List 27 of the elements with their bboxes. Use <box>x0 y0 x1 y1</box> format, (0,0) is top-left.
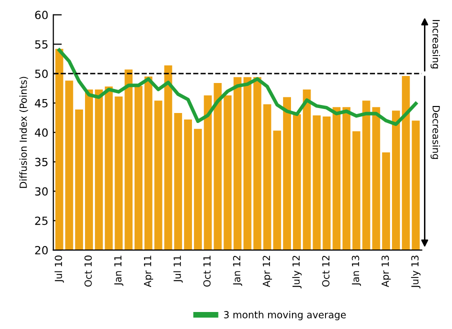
y-tick-label: 25 <box>35 216 48 226</box>
x-tick-label: Jul 10 <box>54 256 64 283</box>
x-tick-label: July 12 <box>292 256 302 288</box>
x-tick-label: Apr 12 <box>262 256 272 288</box>
text: Increasing <box>430 20 440 68</box>
y-tick-label: 30 <box>35 187 48 196</box>
line-series <box>58 48 418 126</box>
y-tick-label: 50 <box>35 70 48 78</box>
x-tick-label: July 13 <box>411 256 420 288</box>
legend-label: 3 month moving average <box>224 310 346 320</box>
x-tick-label: Jan 11 <box>114 256 124 286</box>
x-tick-label: Jan 13 <box>352 256 361 286</box>
y-axis-title: Diffusion Index (Points) <box>19 76 28 188</box>
x-tick-label: Apr 11 <box>144 256 154 288</box>
y-tick-label: 55 <box>35 40 48 49</box>
y-tick-label: 35 <box>35 158 48 166</box>
y-tick-label: 45 <box>34 99 48 108</box>
y-tick-label: 20 <box>35 246 48 254</box>
x-tick-label: Oct 11 <box>203 256 211 287</box>
x-tick-label: Jul 11 <box>173 256 183 283</box>
x-tick-label: Oct 12 <box>322 256 330 287</box>
x-tick-label: Jan 12 <box>232 256 242 286</box>
text: Decreasing <box>430 106 440 159</box>
y-tick-label: 40 <box>34 128 48 137</box>
x-tick-label: Apr 13 <box>382 256 391 288</box>
y-tick-label: 60 <box>35 10 48 20</box>
x-tick-label: Oct 10 <box>84 256 92 287</box>
